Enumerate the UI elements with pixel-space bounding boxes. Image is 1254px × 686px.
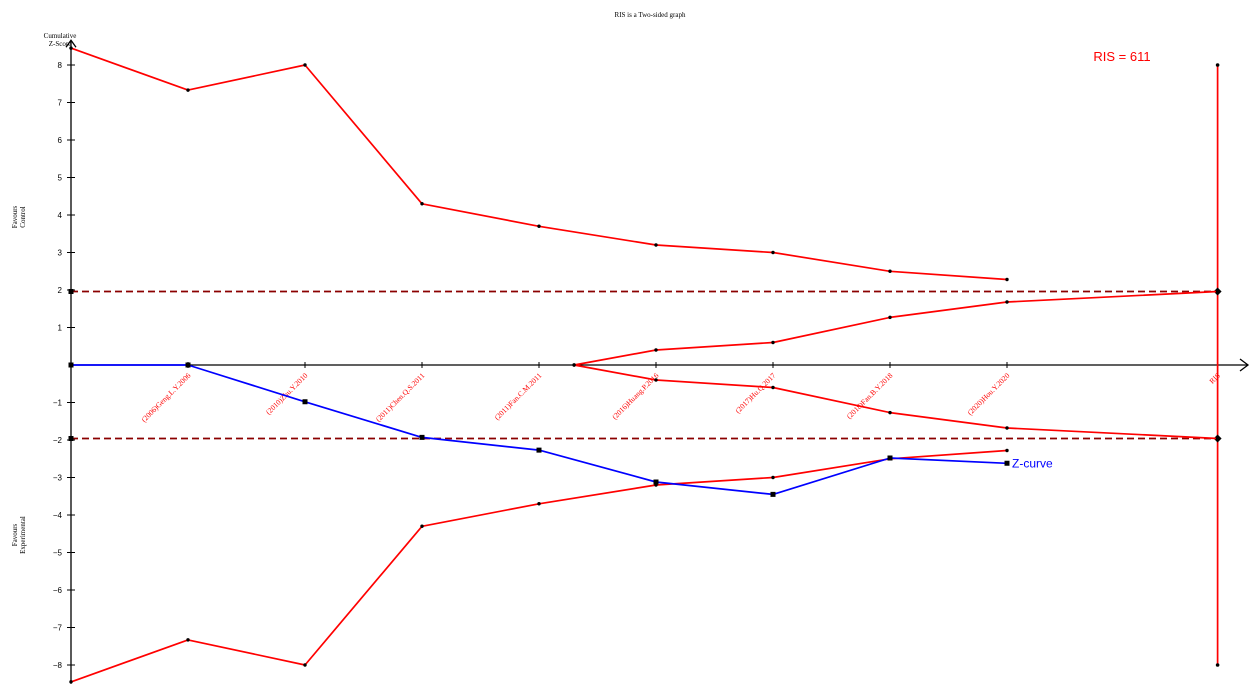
upper-monitoring-boundary-point: [69, 46, 73, 50]
x-tick-label: (2011)Chen.Q.S.2011: [374, 371, 427, 424]
lower-monitoring-boundary-point: [69, 680, 73, 684]
ris-label: RIS = 611: [1093, 49, 1150, 64]
lower-futility-boundary-point: [888, 410, 892, 415]
Z-curve-point: [302, 399, 308, 405]
lower-futility-boundary-point: [771, 385, 775, 390]
x-tick-label: (2020)Hou.Y.2020: [965, 371, 1011, 417]
ris-line-end-marker: [1215, 663, 1220, 667]
Z-curve-point: [770, 491, 776, 497]
lower-monitoring-boundary-point: [186, 638, 190, 642]
Z-curve-point: [536, 447, 542, 453]
x-tick-label: (2006)Geng.L.Y.2006: [139, 371, 192, 424]
Z-curve-point: [653, 479, 659, 485]
chart-title: RIS is a Two-sided graph: [615, 11, 686, 19]
y-tick-label: 2: [58, 286, 63, 295]
x-tick-label: (2018)Fan.B.Y.2018: [845, 371, 895, 421]
upper-monitoring-boundary-point: [1005, 277, 1009, 282]
x-tick-label: (2010)Zhu.Y.2010: [264, 371, 310, 417]
Z-curve-point: [419, 434, 425, 440]
upper-futility-boundary-point: [1005, 300, 1009, 304]
upper-monitoring-boundary-point: [537, 224, 541, 228]
y-tick-label: −5: [53, 549, 63, 558]
y-tick-label: 6: [58, 136, 63, 145]
upper-futility-boundary-point: [1215, 289, 1220, 294]
conventional-boundary-marker: [68, 289, 74, 294]
y-tick-label: 5: [58, 174, 63, 183]
y-tick-label: −3: [53, 474, 63, 483]
y-tick-label: 7: [58, 99, 63, 108]
lower-futility-boundary-line: [573, 364, 1218, 440]
y-axis-label-line2: Z-Score: [49, 40, 72, 48]
ris-line-end-marker: [1215, 63, 1220, 67]
y-tick-label: −8: [53, 661, 63, 670]
x-tick-label: (2011)Fan.C.M.2011: [493, 371, 544, 422]
zcurve-label: Z-curve: [1012, 456, 1053, 470]
upper-futility-boundary-point: [888, 315, 892, 320]
lower-monitoring-boundary-point: [303, 663, 307, 667]
Z-curve-line: [71, 364, 1008, 496]
favours-experimental-line2: Experimental: [19, 516, 27, 554]
lower-futility-boundary-point: [654, 378, 658, 382]
y-tick-label: 1: [58, 324, 63, 333]
y-tick-label: 3: [58, 249, 63, 258]
y-tick-label: −6: [53, 586, 63, 595]
upper-monitoring-boundary-point: [420, 202, 424, 206]
conventional-boundary-marker: [68, 436, 74, 441]
upper-monitoring-boundary-point: [888, 269, 892, 273]
y-tick-label: −2: [53, 436, 63, 445]
x-tick-label: RIS: [1207, 371, 1222, 386]
lower-futility-boundary-point: [572, 363, 576, 367]
upper-futility-boundary-point: [654, 348, 658, 352]
y-tick-label: −1: [53, 399, 63, 408]
plot-area: −8 −7 −6 −5 −4 −3 −2 −1 1 2 3 4 5 6 7 8 (2006)Geng.L.Y.2…: [53, 39, 1250, 684]
y-tick-label: 4: [58, 211, 63, 220]
lower-monitoring-boundary-line: [70, 449, 1008, 683]
lower-monitoring-boundary-point: [537, 502, 541, 506]
favours-control-line2: Control: [19, 206, 27, 227]
upper-monitoring-boundary-point: [654, 243, 658, 247]
lower-monitoring-boundary-point: [771, 475, 775, 480]
lower-monitoring-boundary-point: [1005, 448, 1009, 453]
favours-control-line1: Favours: [11, 205, 19, 228]
x-tick-label: (2017)Hu.Q.2017: [733, 371, 777, 415]
favours-experimental-line1: Favours: [11, 523, 19, 546]
favours-experimental-label: Favours Experimental: [11, 516, 27, 554]
y-tick-label: −7: [53, 624, 63, 633]
lower-futility-boundary-point: [1005, 426, 1009, 430]
y-axis-arrow: [65, 39, 77, 48]
y-axis-label-line1: Cumulative: [44, 32, 77, 40]
y-tick-label: 8: [58, 61, 63, 70]
upper-futility-boundary-line: [573, 290, 1218, 366]
x-tick-label: (2016)Huang.P.2016: [610, 371, 660, 421]
lower-monitoring-boundary-point: [420, 524, 424, 528]
upper-monitoring-boundary-point: [186, 88, 190, 92]
upper-monitoring-boundary-line: [70, 47, 1008, 281]
favours-control-label: Favours Control: [11, 205, 27, 228]
y-tick-label: −4: [53, 511, 63, 520]
Z-curve-point: [887, 455, 893, 461]
upper-monitoring-boundary-point: [771, 250, 775, 255]
lower-futility-boundary-point: [1215, 436, 1220, 441]
Z-curve-point: [1004, 460, 1010, 466]
Z-curve-point: [68, 362, 74, 368]
x-axis-arrow: [1239, 358, 1250, 372]
upper-futility-boundary-point: [771, 340, 775, 345]
upper-monitoring-boundary-point: [303, 63, 307, 67]
Z-curve-point: [185, 362, 191, 368]
